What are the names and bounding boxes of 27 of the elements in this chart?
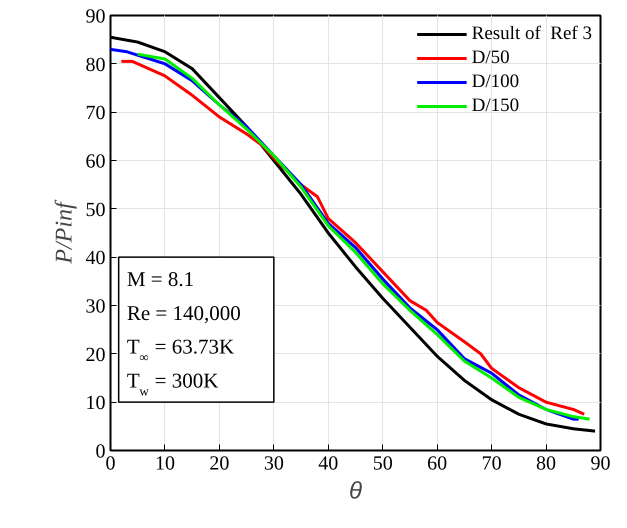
legend-label: D/100 — [472, 71, 520, 93]
annotation: M = 8.1 — [126, 266, 194, 291]
y-tick-label: 90 — [86, 6, 106, 28]
y-tick-label: 60 — [86, 150, 106, 172]
x-tick-label: 30 — [264, 452, 284, 474]
x-tick-label: 80 — [536, 452, 556, 474]
x-tick-label: 10 — [154, 452, 175, 474]
y-axis-title: P/Pinf — [52, 199, 78, 265]
legend-label: Result of Ref 3 — [472, 23, 592, 45]
y-tick-label: 40 — [86, 247, 106, 270]
y-tick-label: 10 — [86, 392, 106, 414]
annotation: Re = 140,000 — [126, 300, 241, 325]
legend-label: D/50 — [472, 47, 510, 69]
y-tick-label: 80 — [86, 54, 106, 76]
y-tick-label: 70 — [86, 102, 106, 124]
legend-label: D/150 — [472, 95, 520, 117]
x-tick-label: 60 — [427, 452, 448, 474]
x-tick-label: 70 — [482, 452, 502, 474]
annotation: T∞ = 63.73K — [126, 334, 234, 365]
y-tick-label: 50 — [86, 198, 106, 221]
x-tick-label: 20 — [209, 452, 230, 474]
y-tick-label: 30 — [86, 296, 106, 318]
x-axis-title: θ — [348, 478, 362, 504]
x-tick-label: 90 — [590, 452, 610, 474]
x-tick-label: 50 — [372, 452, 393, 474]
x-tick-label: 40 — [318, 452, 338, 474]
y-tick-label: 20 — [86, 344, 106, 366]
